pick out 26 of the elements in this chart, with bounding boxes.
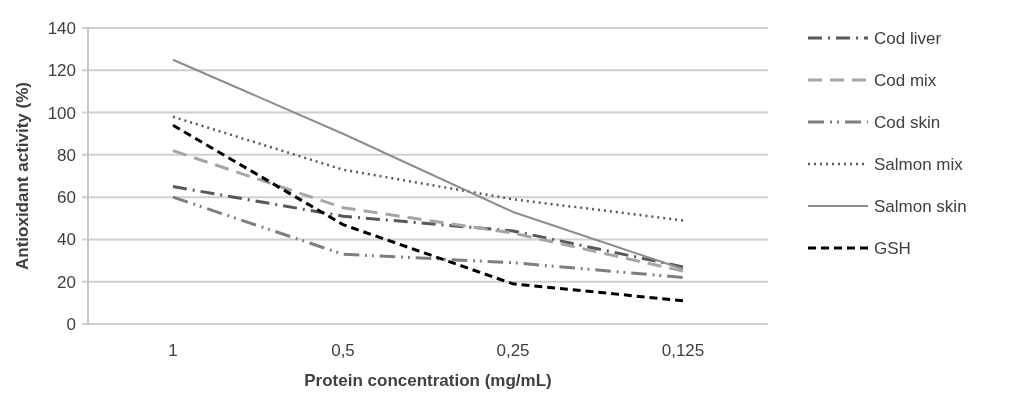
x-axis-title: Protein concentration (mg/mL) — [304, 371, 552, 390]
y-tick-label: 80 — [57, 145, 76, 165]
y-tick-label: 60 — [57, 188, 76, 208]
line-series — [171, 185, 685, 269]
legend-label: Cod liver — [874, 28, 942, 48]
x-tick-label: 0,125 — [661, 341, 705, 360]
y-tick-label: 40 — [57, 230, 76, 250]
legend-label: Salmon mix — [874, 154, 964, 174]
y-tick-label: 140 — [47, 18, 76, 38]
line-series — [171, 195, 685, 279]
line-series — [171, 149, 685, 273]
y-tick-label: 100 — [47, 103, 76, 123]
y-tick-label: 0 — [66, 314, 76, 334]
y-axis-title: Antioxidant activity (%) — [13, 82, 32, 270]
x-tick-label: 1 — [168, 341, 178, 360]
x-tick-label: 0,5 — [331, 341, 355, 360]
legend-label: Cod mix — [874, 70, 937, 90]
line-series — [171, 123, 685, 303]
line-series — [172, 58, 684, 271]
y-tick-label: 120 — [47, 61, 76, 81]
legend-label: Salmon skin — [874, 196, 967, 216]
legend-label: Cod skin — [874, 112, 941, 132]
y-tick-label: 20 — [57, 272, 76, 292]
line-series — [171, 115, 685, 222]
legend-label: GSH — [874, 238, 911, 258]
x-tick-label: 0,25 — [496, 341, 530, 360]
